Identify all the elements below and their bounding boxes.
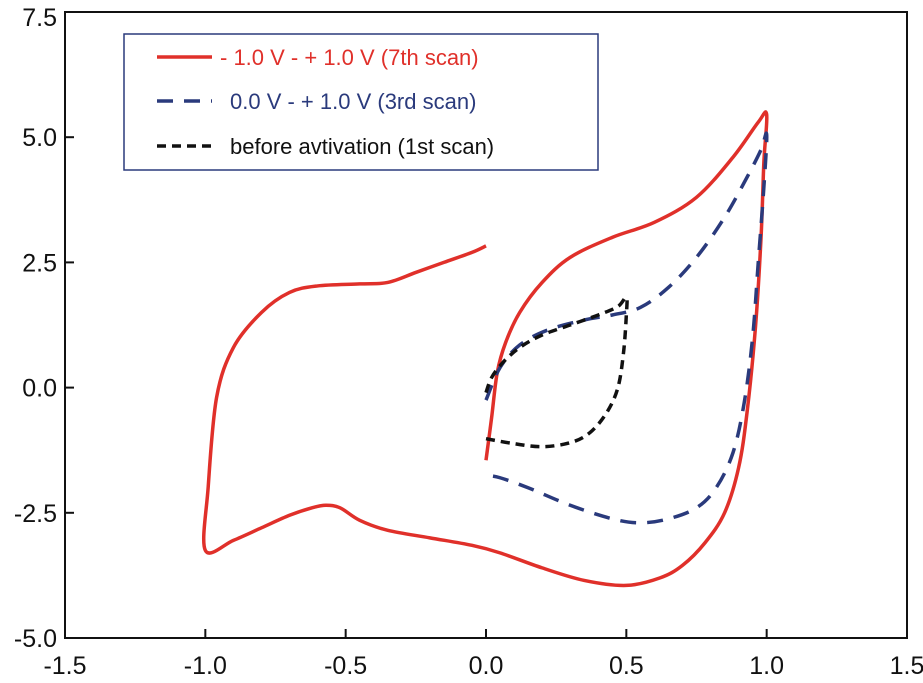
y-tick-label: -2.5: [14, 500, 57, 528]
x-tick-label: 1.5: [890, 652, 923, 680]
y-tick-label: 5.0: [22, 124, 57, 152]
x-tick-label: 0.5: [609, 652, 644, 680]
legend-label-2: 0.0 V - + 1.0 V (3rd scan): [230, 89, 476, 114]
legend-label-1: - 1.0 V - + 1.0 V (7th scan): [220, 45, 479, 70]
series-line-3: [484, 295, 629, 449]
series-line-1: [202, 110, 769, 588]
x-tick-label: -1.0: [184, 652, 227, 680]
series-layer: [202, 110, 769, 588]
y-tick-label: 2.5: [22, 249, 57, 277]
y-tick-label: -5.0: [14, 625, 57, 653]
y-axis: -5.0 -2.5 0.0 2.5 5.0 7.5: [14, 4, 74, 653]
x-tick-label: 0.0: [469, 652, 504, 680]
y-tick-label: 0.0: [22, 375, 57, 403]
legend: - 1.0 V - + 1.0 V (7th scan) 0.0 V - + 1.…: [123, 33, 599, 171]
x-axis: -1.5 -1.0 -0.5 0.0 0.5 1.0 1.5: [43, 629, 923, 680]
legend-label-3: before avtivation (1st scan): [230, 134, 494, 159]
x-tick-label: 1.0: [749, 652, 784, 680]
y-tick-label: 7.5: [22, 4, 57, 32]
x-tick-label: -0.5: [324, 652, 367, 680]
x-tick-label: -1.5: [43, 652, 86, 680]
